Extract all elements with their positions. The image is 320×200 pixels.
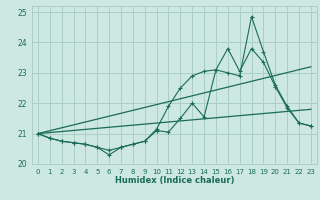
X-axis label: Humidex (Indice chaleur): Humidex (Indice chaleur) bbox=[115, 176, 234, 185]
